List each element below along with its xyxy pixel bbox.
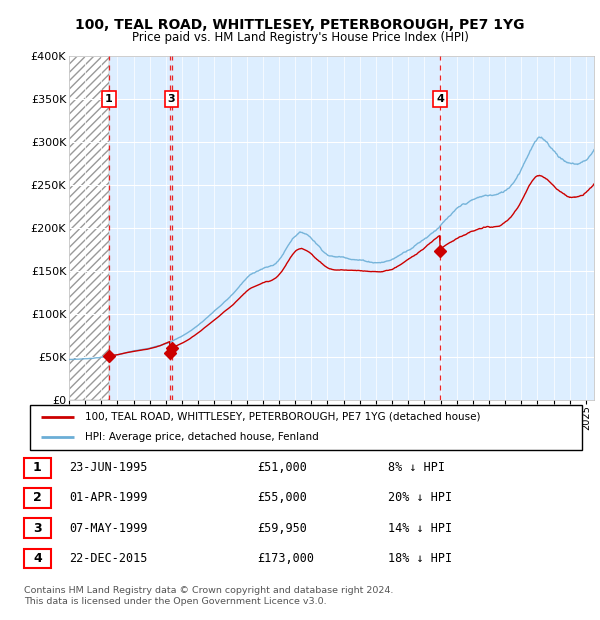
Text: £55,000: £55,000 [257, 492, 307, 505]
Text: 1: 1 [33, 461, 42, 474]
Text: 3: 3 [168, 94, 175, 104]
Bar [24, 458, 51, 477]
Bar [24, 488, 51, 508]
Text: 100, TEAL ROAD, WHITTLESEY, PETERBOROUGH, PE7 1YG: 100, TEAL ROAD, WHITTLESEY, PETERBOROUGH… [75, 18, 525, 32]
Text: 22-DEC-2015: 22-DEC-2015 [70, 552, 148, 565]
Text: 01-APR-1999: 01-APR-1999 [70, 492, 148, 505]
Bar [24, 549, 51, 568]
Text: 3: 3 [33, 521, 41, 534]
Text: 4: 4 [436, 94, 444, 104]
Text: 4: 4 [33, 552, 42, 565]
Text: Price paid vs. HM Land Registry's House Price Index (HPI): Price paid vs. HM Land Registry's House … [131, 31, 469, 43]
Bar [24, 518, 51, 538]
Text: 20% ↓ HPI: 20% ↓ HPI [389, 492, 452, 505]
Text: 18% ↓ HPI: 18% ↓ HPI [389, 552, 452, 565]
Text: £59,950: £59,950 [257, 521, 307, 534]
Text: Contains HM Land Registry data © Crown copyright and database right 2024.: Contains HM Land Registry data © Crown c… [24, 586, 394, 595]
Text: £173,000: £173,000 [257, 552, 314, 565]
Text: 2: 2 [33, 492, 42, 505]
Text: 8% ↓ HPI: 8% ↓ HPI [389, 461, 445, 474]
Text: 14% ↓ HPI: 14% ↓ HPI [389, 521, 452, 534]
Text: 1: 1 [105, 94, 113, 104]
Text: 100, TEAL ROAD, WHITTLESEY, PETERBOROUGH, PE7 1YG (detached house): 100, TEAL ROAD, WHITTLESEY, PETERBOROUGH… [85, 412, 481, 422]
Bar [69, 56, 109, 400]
Text: 23-JUN-1995: 23-JUN-1995 [70, 461, 148, 474]
Text: This data is licensed under the Open Government Licence v3.0.: This data is licensed under the Open Gov… [24, 597, 326, 606]
Text: HPI: Average price, detached house, Fenland: HPI: Average price, detached house, Fenl… [85, 432, 319, 443]
Text: 07-MAY-1999: 07-MAY-1999 [70, 521, 148, 534]
Text: £51,000: £51,000 [257, 461, 307, 474]
